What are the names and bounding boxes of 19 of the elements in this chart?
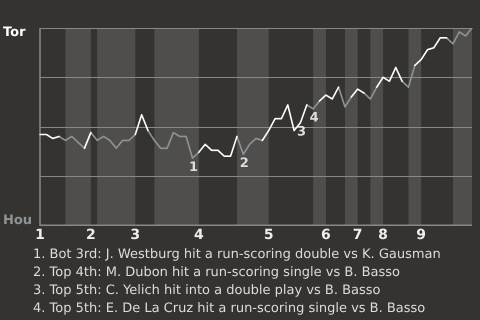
x-tick-label: 4 xyxy=(194,227,204,244)
text: 3. Top 5th: C. Yelich hit into a double play vs B. Basso xyxy=(33,282,382,300)
x-tick-label: 3 xyxy=(130,227,140,244)
x-tick-label: 9 xyxy=(416,227,426,244)
x-tick-label: 6 xyxy=(321,227,331,244)
text: 1. Bot 3rd: J. Westburg hit a run-scoring double vs K. Gausman xyxy=(33,246,441,264)
annotation: 3 xyxy=(296,124,306,140)
x-tick-label: 1 xyxy=(35,227,45,244)
text: Tor xyxy=(3,24,26,40)
annotation: 4 xyxy=(310,110,319,126)
x-tick-label: 5 xyxy=(264,227,274,244)
annotation: 2 xyxy=(240,156,249,172)
x-tick-label: 2 xyxy=(86,227,96,244)
text: Hou xyxy=(3,213,32,228)
text: 4. Top 5th: E. De La Cruz hit a run-scoring single vs B. Basso xyxy=(33,300,426,318)
annotation: 1 xyxy=(188,160,198,176)
x-tick-label: 7 xyxy=(352,227,363,244)
x-tick-label: 8 xyxy=(378,227,388,244)
text: 2. Top 4th: M. Dubon hit a run-scoring single vs B. Basso xyxy=(33,264,401,282)
